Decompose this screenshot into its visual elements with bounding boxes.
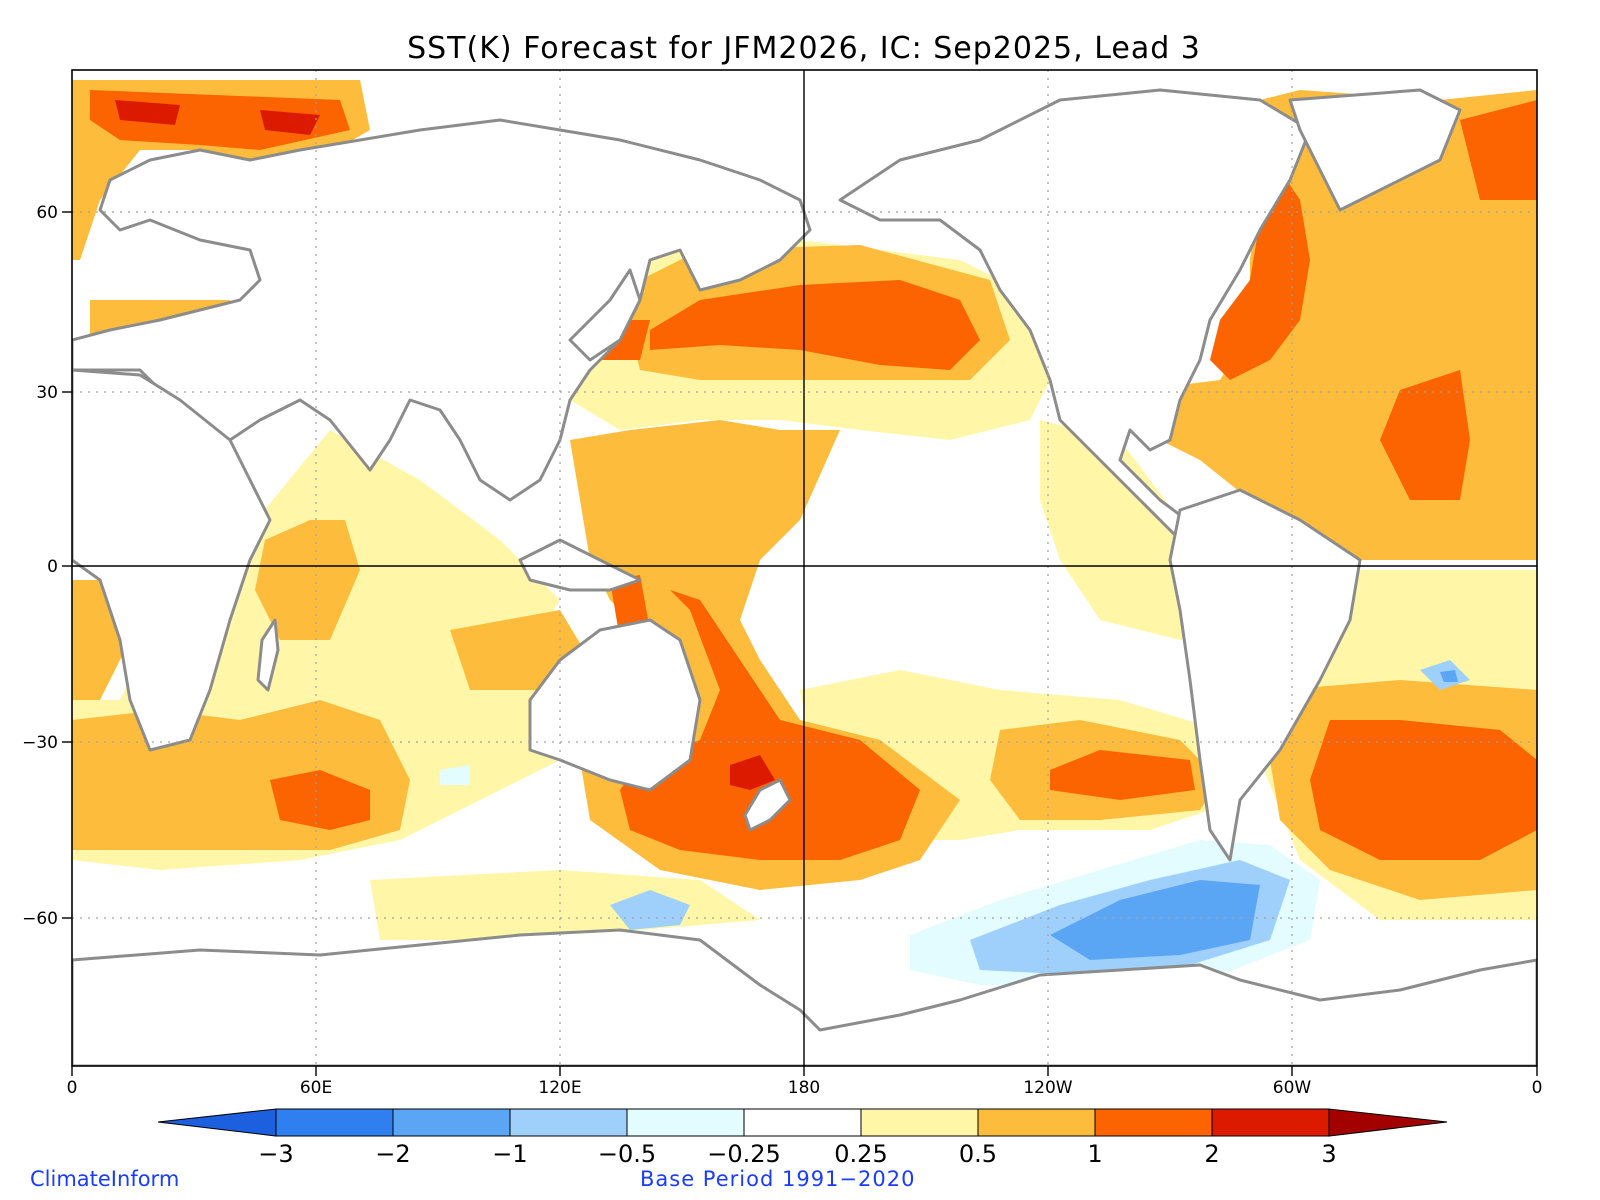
- x-axis: 0 60E 120E 180 120W 60W 0: [67, 1066, 1543, 1098]
- landmass-north-america: [838, 88, 1312, 542]
- credit-left: ClimateInform: [30, 1167, 180, 1191]
- cool-anomaly-southeast-pacific-core: [1050, 880, 1260, 960]
- sst-anomaly-shading: [72, 80, 1537, 985]
- colorbar-segment: [860, 1108, 979, 1137]
- land-masses: [72, 88, 1537, 1066]
- colorbar-segment: [392, 1108, 511, 1137]
- warm-anomaly-southeast-pacific-core: [1050, 750, 1195, 800]
- warm-anomaly-south-indian: [72, 700, 410, 850]
- colorbar-arrow-high: [1328, 1108, 1448, 1137]
- credit-base-period: Base Period 1991−2020: [640, 1167, 916, 1191]
- colorbar-label: 3: [1321, 1140, 1336, 1168]
- x-tick-label: 0: [67, 1078, 78, 1098]
- map-area: [72, 70, 1537, 1066]
- y-tick-label: −60: [22, 909, 58, 929]
- warm-anomaly-south-atlantic-core: [1310, 720, 1537, 860]
- x-tick-label: 0: [1532, 1078, 1543, 1098]
- colorbar-segment: [275, 1108, 394, 1137]
- landmass-eurasia: [72, 118, 812, 502]
- graticule: [72, 70, 1537, 1066]
- colorbar-label: −1: [492, 1140, 527, 1168]
- warm-anomaly-tasman-sea: [620, 590, 920, 860]
- colorbar-segment: [1211, 1108, 1330, 1137]
- colorbar-segment: [977, 1108, 1096, 1137]
- colorbar-segment: [509, 1108, 628, 1137]
- y-tick-label: −30: [22, 733, 58, 753]
- map-title: SST(K) Forecast for JFM2026, IC: Sep2025…: [407, 31, 1201, 66]
- x-tick-label: 120W: [1023, 1078, 1072, 1098]
- colorbar-segment: [1094, 1108, 1213, 1137]
- x-tick-label: 60W: [1273, 1078, 1312, 1098]
- x-tick-label: 180: [788, 1078, 820, 1098]
- x-tick-label: 60E: [300, 1078, 332, 1098]
- landmass-japan: [568, 268, 642, 362]
- hot-anomaly-barents: [115, 100, 180, 125]
- landmass-greenland: [1288, 88, 1462, 212]
- y-tick-label: 0: [47, 557, 58, 577]
- colorbar-arrow-low: [157, 1108, 277, 1137]
- colorbar: −3 −2 −1 −0.5 −0.25 0.25 0.5 1 2 3: [157, 1108, 1448, 1168]
- landmass-south-america: [1168, 488, 1362, 862]
- warm-anomaly-gulf-stream: [1210, 170, 1310, 380]
- hot-anomaly-tasman: [730, 755, 775, 790]
- colorbar-label: −3: [258, 1140, 293, 1168]
- landmass-australia: [528, 618, 702, 792]
- cool-anomaly-east-indian: [440, 765, 470, 785]
- warm-anomaly-central-atlantic: [1380, 370, 1470, 500]
- colorbar-label: −0.25: [707, 1140, 781, 1168]
- y-tick-label: 30: [36, 383, 58, 403]
- hot-anomaly-kara: [260, 110, 320, 135]
- colorbar-segment: [743, 1108, 862, 1137]
- y-axis: 60 30 0 −30 −60: [22, 203, 72, 929]
- warm-anomaly-indian-tropics: [255, 520, 360, 640]
- colorbar-label: 0.25: [834, 1140, 887, 1168]
- cool-anomaly-south-atlantic-core: [1440, 670, 1458, 682]
- colorbar-segment: [626, 1108, 745, 1137]
- warm-anomaly-labrador: [1460, 100, 1537, 200]
- x-tick-label: 120E: [538, 1078, 581, 1098]
- colorbar-label: 0.5: [959, 1140, 997, 1168]
- warm-anomaly-kuroshio-extension: [650, 280, 980, 370]
- colorbar-label: 1: [1087, 1140, 1102, 1168]
- colorbar-label: −0.5: [598, 1140, 656, 1168]
- landmass-africa: [72, 368, 272, 752]
- landmass-madagascar: [256, 618, 280, 692]
- y-tick-label: 60: [36, 203, 58, 223]
- colorbar-label: 2: [1204, 1140, 1219, 1168]
- warm-anomaly-south-indian-core: [270, 770, 370, 830]
- landmass-new-zealand: [743, 778, 792, 832]
- colorbar-label: −2: [375, 1140, 410, 1168]
- landmass-antarctica: [72, 928, 1537, 1066]
- landmass-maritime-continent: [518, 538, 642, 592]
- cool-anomaly-southern-ocean-west: [610, 890, 690, 930]
